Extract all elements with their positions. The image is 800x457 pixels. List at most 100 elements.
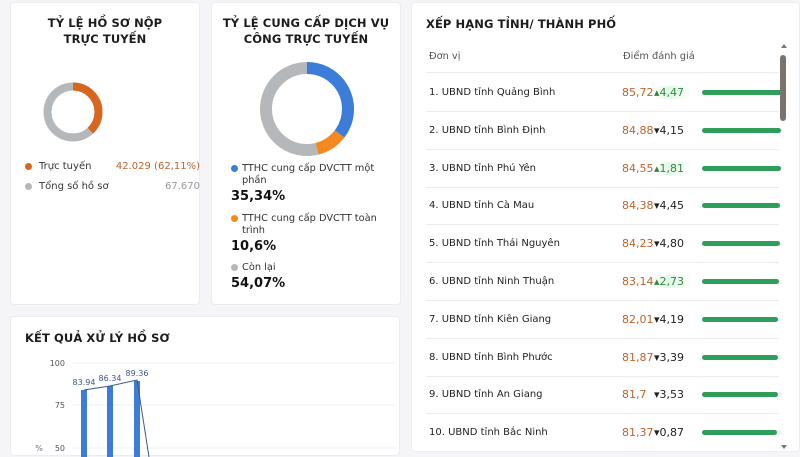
table-row[interactable]: 7. UBND tỉnh Kiên Giang 82,01 ▾4,19	[426, 301, 782, 339]
score-bar-fill	[702, 90, 782, 95]
legend-dot-orange	[231, 215, 238, 222]
trend-down-icon: ▾	[654, 312, 660, 326]
score-value: 84,88	[622, 123, 654, 137]
legend-remaining: Còn lại 54,07%	[231, 262, 396, 291]
score-change: ▾3,39	[654, 351, 684, 364]
svg-text:50: 50	[55, 444, 65, 453]
trend-down-icon: ▾	[654, 199, 660, 213]
legend-dot-online	[25, 163, 32, 170]
score-bar-track	[702, 279, 782, 284]
score-value: 84,38	[622, 199, 654, 213]
score-bar-fill	[702, 316, 779, 322]
unit-name: 3. UBND tỉnh Phú Yên	[429, 162, 536, 174]
column-header-unit[interactable]: Đơn vị	[429, 51, 461, 62]
table-row[interactable]: 5. UBND tỉnh Thái Nguyên 84,23 ▾4,80	[426, 225, 782, 264]
svg-text:83.94: 83.94	[73, 378, 96, 387]
score-change: ▾4,45	[654, 199, 684, 212]
processing-results-title: KẾT QUẢ XỬ LÝ HỒ SƠ	[25, 331, 170, 345]
score-bar-fill	[702, 127, 782, 133]
table-row[interactable]: 8. UBND tỉnh Bình Phước 81,87 ▾3,39	[426, 339, 782, 377]
scroll-up-arrow[interactable]	[781, 44, 787, 48]
online-submission-donut[interactable]	[42, 81, 104, 143]
delta-value: 2,73	[659, 275, 685, 288]
table-row[interactable]: 4. UBND tỉnh Cà Mau 84,38 ▾4,45	[426, 187, 782, 226]
delta-value: 4,15	[659, 123, 685, 137]
legend-online: Trực tuyến 42.029 (62,11%)	[25, 161, 200, 172]
bar-3[interactable]	[134, 381, 140, 457]
trend-down-icon: ▾	[654, 123, 660, 137]
score-change: ▴1,81	[654, 161, 693, 175]
table-row[interactable]: 9. UBND tỉnh An Giang 81,7 ▾3,53	[426, 376, 782, 415]
score-bar-track	[702, 241, 782, 247]
delta-value: 4,45	[659, 199, 685, 213]
column-header-score[interactable]: Điểm đánh giá	[623, 51, 695, 62]
trend-up-icon: ▴	[654, 86, 660, 99]
legend-full: TTHC cung cấp DVCTT toàn trình 10,6%	[231, 213, 396, 254]
table-row[interactable]: 3. UBND tỉnh Phú Yên 84,55 ▴1,81	[426, 150, 782, 188]
table-row[interactable]: 10. UBND tỉnh Bắc Ninh 81,37 ▾0,87	[426, 414, 782, 453]
delta-value: 3,39	[659, 350, 685, 364]
score-value: 85,72	[622, 86, 654, 99]
unit-name: 10. UBND tỉnh Bắc Ninh	[429, 427, 548, 439]
svg-text:100: 100	[50, 359, 65, 368]
legend-dot-blue	[231, 165, 238, 172]
score-value: 81,37	[622, 426, 654, 440]
svg-text:75: 75	[55, 401, 65, 410]
table-row[interactable]: 1. UBND tỉnh Quảng Bình 85,72 ▴4,47	[426, 74, 782, 112]
score-bar-fill	[702, 241, 781, 247]
legend-partial: TTHC cung cấp DVCTT một phần 35,34%	[231, 163, 396, 204]
score-bar-track	[702, 127, 782, 133]
bar-1[interactable]	[81, 390, 87, 457]
score-change: ▴2,73	[654, 275, 693, 288]
legend-label: Còn lại	[242, 262, 276, 273]
unit-name: 7. UBND tỉnh Kiên Giang	[429, 313, 552, 325]
legend-dot-total	[25, 183, 32, 190]
processing-results-chart[interactable]: 100 75 50 % 83.94 86.34 89.36	[11, 317, 401, 457]
unit-name: 6. UBND tỉnh Ninh Thuận	[429, 276, 555, 287]
unit-name: 1. UBND tỉnh Quảng Bình	[429, 87, 556, 98]
scroll-down-arrow[interactable]	[781, 445, 787, 449]
legend-label: TTHC cung cấp DVCTT một phần	[242, 163, 375, 186]
delta-value: 0,87	[659, 426, 685, 440]
bar-2[interactable]	[107, 386, 113, 457]
public-service-donut[interactable]	[259, 61, 355, 157]
unit-name: 9. UBND tỉnh An Giang	[429, 389, 543, 401]
trend-down-icon: ▾	[654, 350, 660, 364]
legend-dot-gray	[231, 264, 238, 271]
public-service-title: TỶ LỆ CUNG CẤP DỊCH VỤ CÔNG TRỰC TUYẾN	[222, 16, 390, 46]
legend-value: 35,34%	[231, 189, 286, 204]
legend-label: TTHC cung cấp DVCTT toàn trình	[242, 213, 377, 236]
unit-name: 8. UBND tỉnh Bình Phước	[429, 351, 553, 363]
delta-value: 4,19	[659, 312, 685, 326]
unit-name: 2. UBND tỉnh Bình Định	[429, 124, 546, 136]
score-bar-track	[702, 354, 782, 360]
delta-value: 1,81	[659, 161, 685, 175]
legend-value: 42.029 (62,11%)	[115, 161, 200, 172]
unit-name: 4. UBND tỉnh Cà Mau	[429, 200, 535, 212]
score-bar-track	[702, 316, 782, 322]
table-row[interactable]: 2. UBND tỉnh Bình Định 84,88 ▾4,15	[426, 112, 782, 150]
svg-text:86.34: 86.34	[99, 374, 122, 383]
score-bar-track	[702, 392, 782, 398]
online-submission-title: TỶ LỆ HỒ SƠ NỘP TRỰC TUYẾN	[47, 16, 163, 46]
table-row[interactable]: 6. UBND tỉnh Ninh Thuận 83,14 ▴2,73	[426, 263, 782, 301]
score-value: 84,23	[622, 237, 654, 251]
score-bar-fill	[702, 430, 778, 436]
legend-label: Trực tuyến	[39, 161, 92, 172]
legend-total: Tổng số hồ sơ 67.670	[25, 181, 200, 192]
legend-value: 10,6%	[231, 239, 277, 254]
score-change: ▴4,47	[654, 86, 693, 99]
public-service-card: TỶ LỆ CUNG CẤP DỊCH VỤ CÔNG TRỰC TUYẾN T…	[211, 2, 401, 305]
scrollbar-thumb[interactable]	[780, 55, 786, 121]
svg-text:%: %	[35, 444, 43, 453]
delta-value: 4,80	[659, 237, 685, 251]
score-bar-track	[702, 165, 782, 171]
ranking-title: XẾP HẠNG TỈNH/ THÀNH PHỐ	[426, 17, 617, 31]
score-value: 81,7	[622, 388, 647, 402]
score-value: 84,55	[622, 161, 654, 175]
delta-value: 3,53	[659, 388, 685, 402]
table-header: Đơn vị Điểm đánh giá	[426, 51, 779, 73]
score-change: ▾0,87	[654, 426, 684, 439]
score-change: ▾4,15	[654, 124, 684, 137]
score-bar-track	[702, 203, 782, 209]
